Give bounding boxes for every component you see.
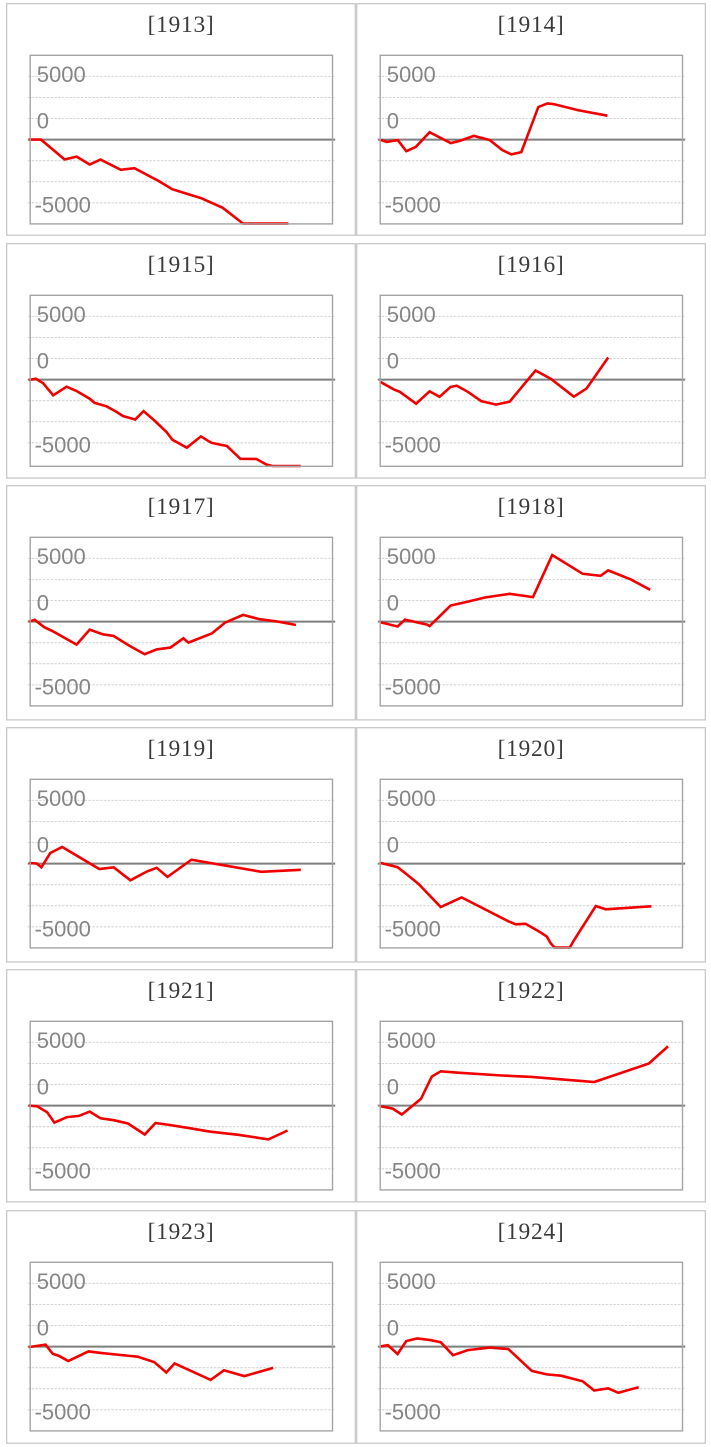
svg-text:[1920]: [1920] [497, 736, 564, 762]
svg-text:-5000: -5000 [35, 433, 91, 458]
svg-text:-5000: -5000 [35, 917, 91, 942]
svg-text:[1913]: [1913] [148, 13, 215, 39]
svg-text:[1915]: [1915] [148, 252, 215, 278]
svg-text:0: 0 [386, 590, 398, 615]
svg-text:[1916]: [1916] [497, 252, 564, 278]
svg-text:0: 0 [386, 109, 398, 134]
svg-text:[1924]: [1924] [497, 1219, 564, 1245]
svg-text:5000: 5000 [37, 1269, 86, 1294]
svg-text:-5000: -5000 [35, 193, 91, 218]
svg-text:5000: 5000 [386, 1269, 435, 1294]
svg-text:0: 0 [37, 590, 49, 615]
svg-text:0: 0 [37, 1315, 49, 1340]
svg-text:-5000: -5000 [384, 1159, 440, 1184]
svg-text:[1921]: [1921] [148, 978, 215, 1004]
svg-text:0: 0 [386, 1315, 398, 1340]
svg-text:0: 0 [37, 1074, 49, 1099]
svg-text:5000: 5000 [386, 786, 435, 811]
svg-text:0: 0 [37, 109, 49, 134]
svg-text:0: 0 [386, 832, 398, 857]
svg-text:-5000: -5000 [35, 1159, 91, 1184]
svg-text:5000: 5000 [37, 786, 86, 811]
svg-text:0: 0 [386, 348, 398, 373]
svg-text:-5000: -5000 [384, 193, 440, 218]
svg-text:5000: 5000 [37, 302, 86, 327]
svg-text:5000: 5000 [37, 63, 86, 88]
svg-text:5000: 5000 [37, 544, 86, 569]
svg-text:[1923]: [1923] [148, 1219, 215, 1245]
svg-text:5000: 5000 [386, 1028, 435, 1053]
svg-text:-5000: -5000 [35, 674, 91, 699]
svg-text:0: 0 [37, 348, 49, 373]
svg-text:[1914]: [1914] [497, 13, 564, 39]
svg-text:-5000: -5000 [384, 917, 440, 942]
svg-text:5000: 5000 [386, 544, 435, 569]
svg-text:5000: 5000 [386, 63, 435, 88]
svg-text:0: 0 [37, 832, 49, 857]
svg-text:[1917]: [1917] [148, 494, 215, 520]
svg-text:5000: 5000 [37, 1028, 86, 1053]
svg-text:-5000: -5000 [35, 1400, 91, 1425]
svg-text:5000: 5000 [386, 302, 435, 327]
svg-text:-5000: -5000 [384, 674, 440, 699]
svg-text:[1922]: [1922] [497, 978, 564, 1004]
svg-text:-5000: -5000 [384, 1400, 440, 1425]
svg-text:[1918]: [1918] [497, 494, 564, 520]
svg-text:-5000: -5000 [384, 433, 440, 458]
svg-text:[1919]: [1919] [148, 736, 215, 762]
svg-text:0: 0 [386, 1074, 398, 1099]
